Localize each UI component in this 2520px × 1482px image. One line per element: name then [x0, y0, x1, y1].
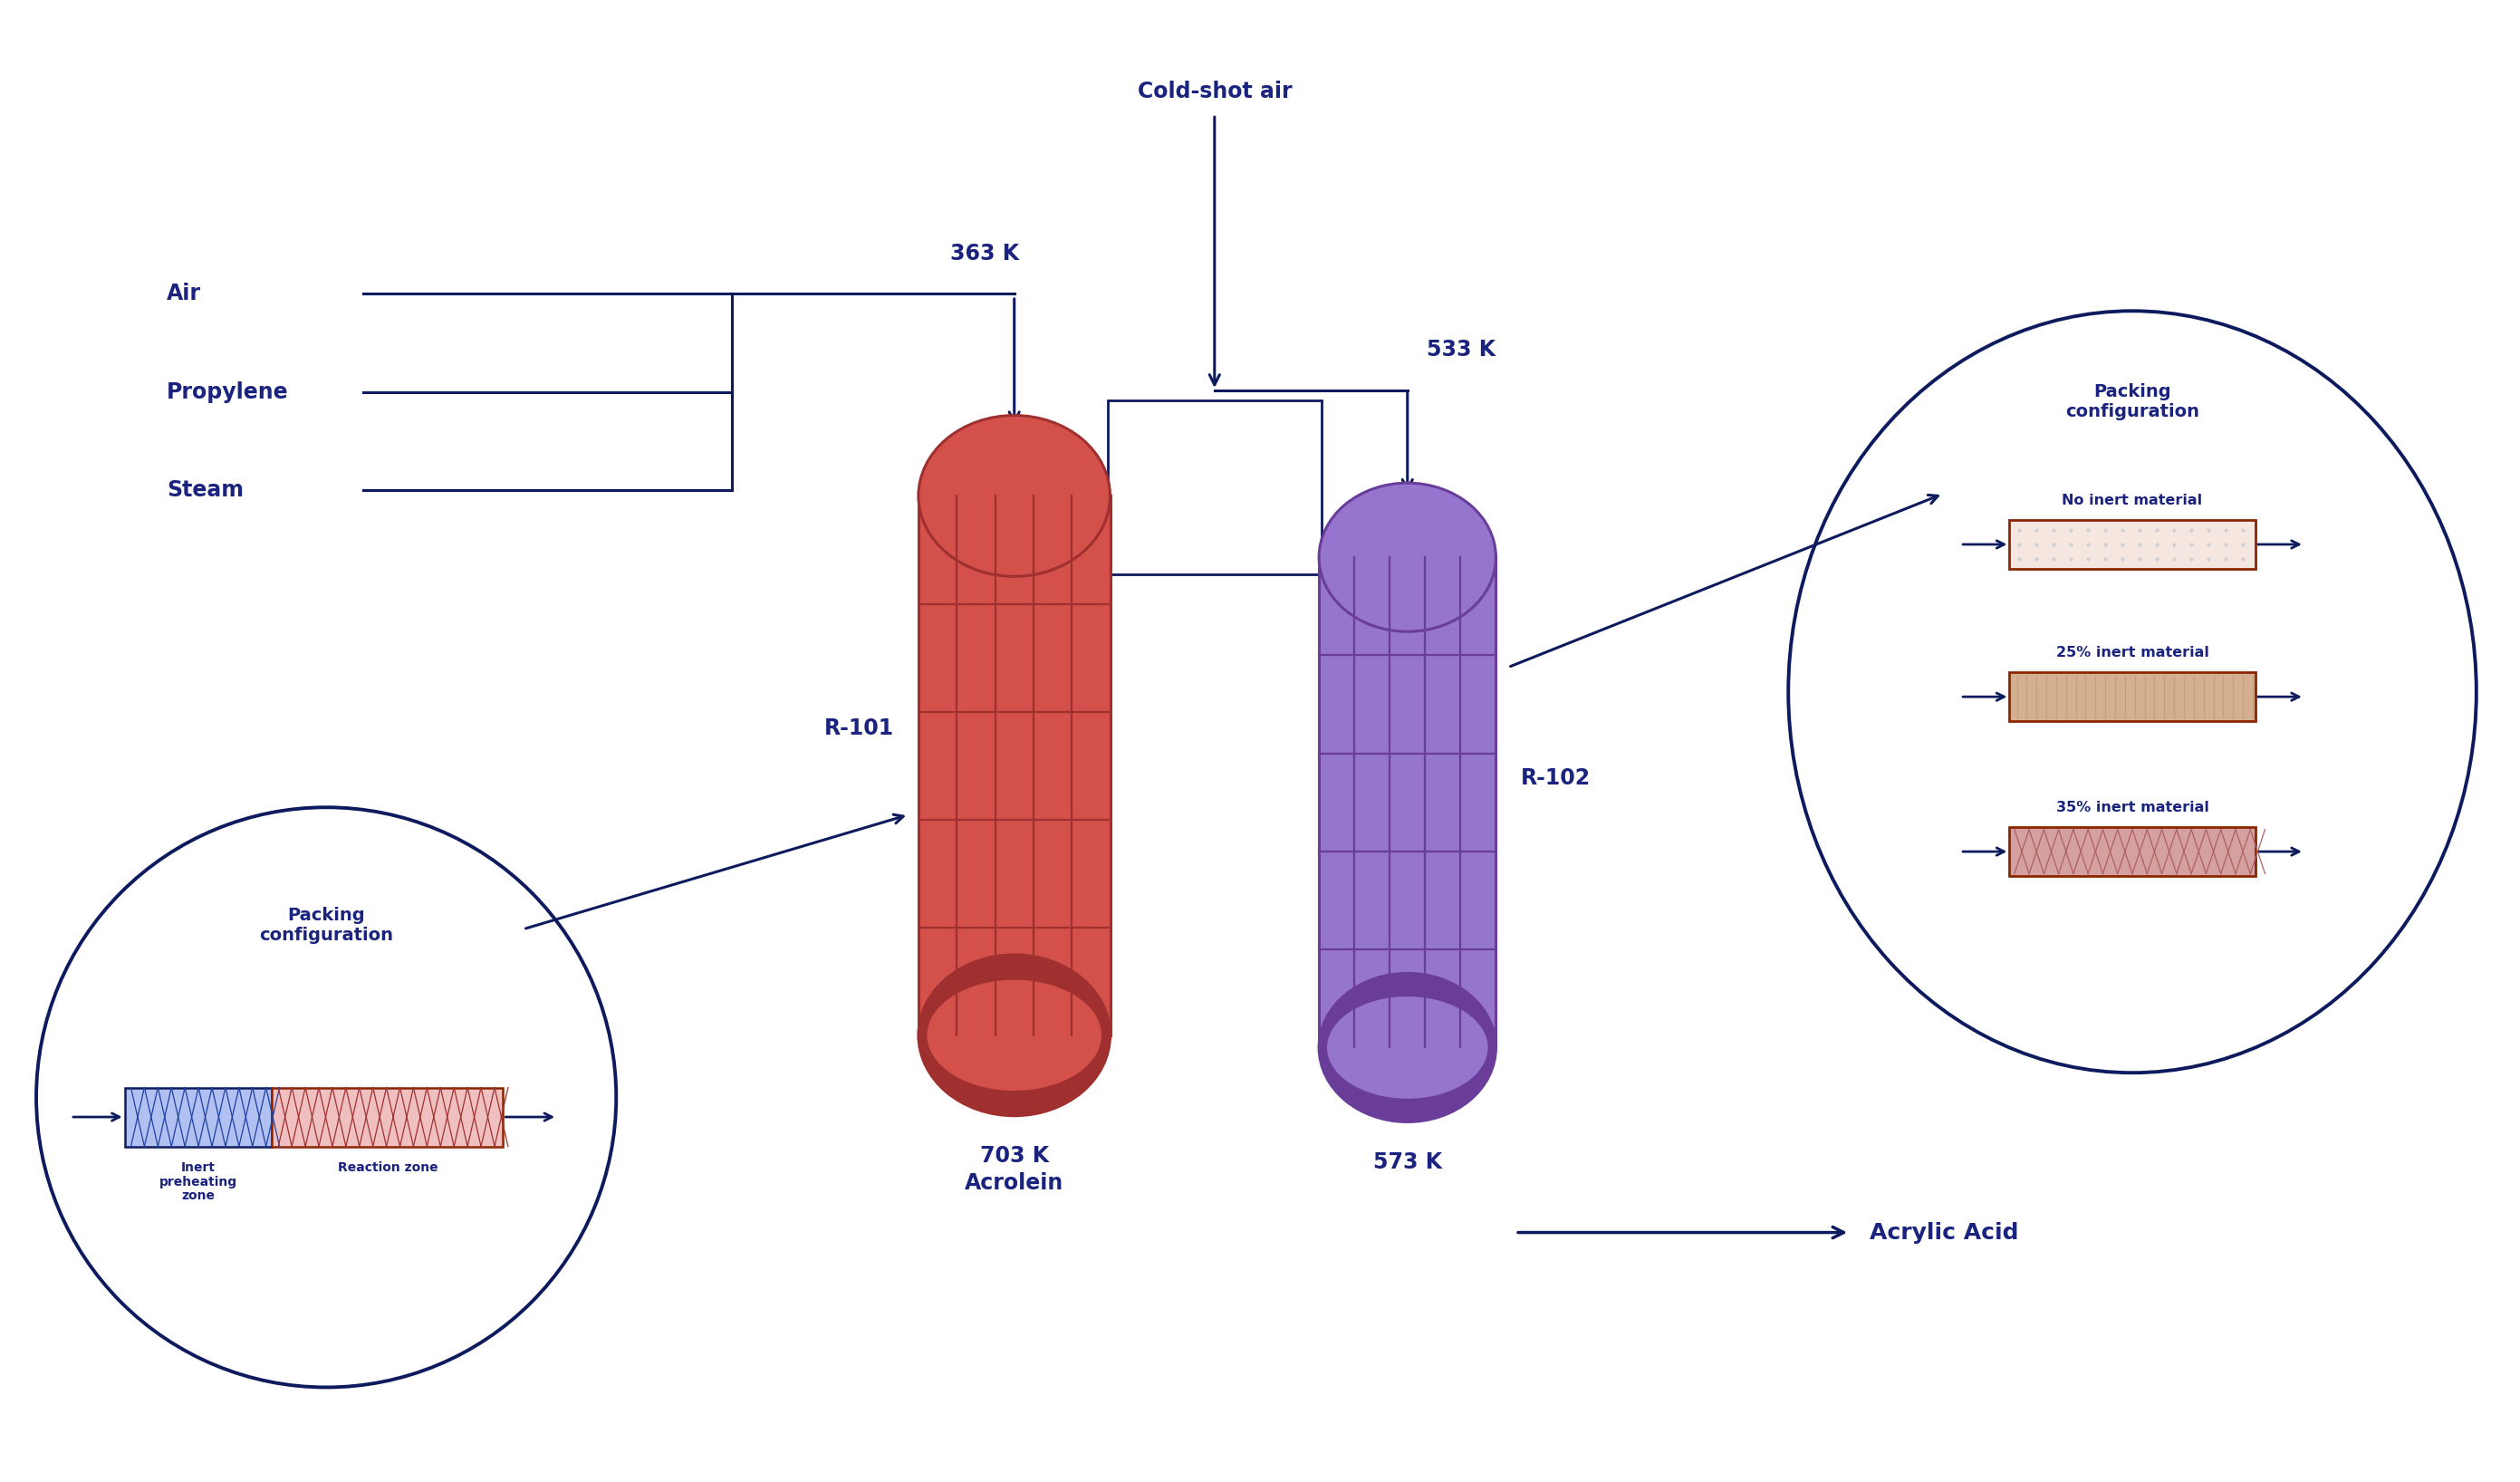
Ellipse shape — [1318, 974, 1497, 1122]
Bar — [1318, 557, 1497, 1048]
Ellipse shape — [917, 954, 1111, 1116]
Text: Acrylic Acid: Acrylic Acid — [1870, 1221, 2019, 1243]
Text: Propylene: Propylene — [166, 381, 287, 403]
Text: No inert material: No inert material — [2061, 494, 2202, 507]
Text: 35% inert material: 35% inert material — [2056, 802, 2210, 815]
Bar — [123, 1088, 272, 1147]
Text: R-101: R-101 — [824, 717, 895, 740]
Bar — [1109, 400, 1320, 575]
Bar — [272, 1088, 504, 1147]
Ellipse shape — [1326, 996, 1489, 1100]
Bar — [2008, 827, 2255, 876]
Text: Air: Air — [166, 283, 202, 305]
Text: 25% inert material: 25% inert material — [2056, 646, 2210, 659]
Bar — [2008, 520, 2255, 569]
Ellipse shape — [1789, 311, 2477, 1073]
Text: Packing
configuration: Packing configuration — [260, 907, 393, 944]
Text: Cold-shot air: Cold-shot air — [1137, 80, 1293, 102]
Bar — [2008, 673, 2255, 722]
Text: Steam: Steam — [166, 480, 244, 501]
Text: R-102: R-102 — [1520, 768, 1590, 788]
Ellipse shape — [927, 980, 1101, 1092]
Text: Packing
configuration: Packing configuration — [2066, 384, 2200, 421]
Bar — [917, 496, 1111, 1036]
Text: Reaction zone: Reaction zone — [338, 1162, 438, 1174]
Ellipse shape — [1318, 483, 1497, 631]
Text: 533 K: 533 K — [1426, 339, 1497, 362]
Ellipse shape — [917, 415, 1111, 576]
Text: 703 K
Acrolein: 703 K Acrolein — [965, 1146, 1063, 1194]
Text: 573 K: 573 K — [1373, 1152, 1441, 1174]
Text: 363 K: 363 K — [950, 243, 1018, 264]
Ellipse shape — [35, 808, 617, 1387]
Text: Inert
preheating
zone: Inert preheating zone — [159, 1162, 237, 1202]
